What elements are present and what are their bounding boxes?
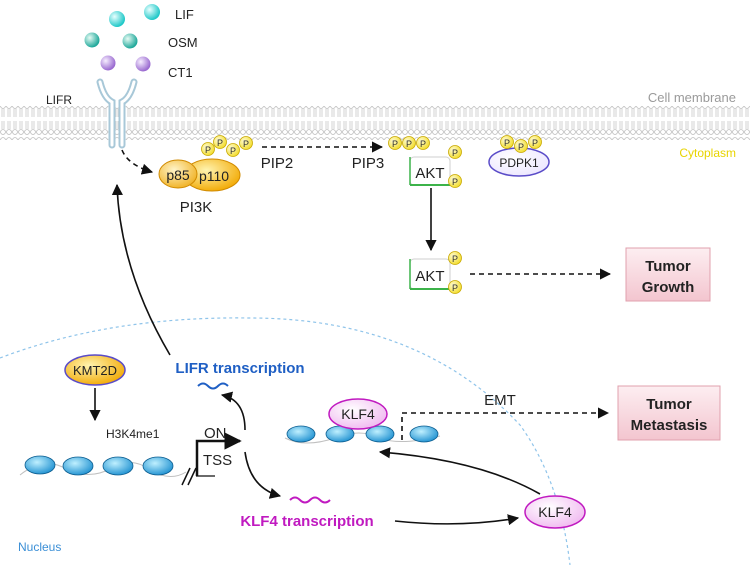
svg-text:P: P [406, 139, 412, 149]
to-lifr-transcript-arrow [220, 391, 246, 431]
lifr-transcription-label: LIFR transcription [175, 360, 304, 377]
nucleus-label: Nucleus [18, 540, 61, 554]
svg-text:P: P [230, 146, 236, 156]
lifr-to-pi3k-arrow [121, 149, 154, 175]
ligand-lif [109, 4, 160, 27]
svg-text:P: P [392, 139, 398, 149]
klf4-bound-node [328, 398, 388, 430]
tss-marker [195, 432, 242, 476]
to-klf4-transcript-arrow [244, 451, 282, 499]
klf4-bound-label: KLF4 [341, 406, 375, 422]
ligand-osm [84, 32, 138, 49]
p110-label: p110 [199, 168, 229, 184]
cell-membrane-label: Cell membrane [648, 90, 736, 105]
pi3k-complex [158, 158, 241, 192]
kmt2d-node [64, 354, 126, 386]
ligand-osm-label: OSM [168, 35, 198, 50]
emt-label: EMT [484, 392, 516, 409]
ligand-lif-label: LIF [175, 7, 194, 22]
akt-phosphorylated: P P [409, 251, 462, 294]
svg-text:P: P [217, 138, 223, 148]
klf4-transcription-label: KLF4 transcription [240, 513, 373, 530]
ligand-ct1 [100, 55, 151, 72]
klf4-import-arrow [378, 447, 541, 495]
p85-label: p85 [166, 167, 190, 183]
svg-text:P: P [452, 254, 458, 264]
klf4-protein-label: KLF4 [538, 504, 572, 520]
svg-text:P: P [420, 139, 426, 149]
tumor-metastasis-line1: Tumor [646, 396, 692, 413]
chromatin-left [19, 455, 215, 486]
svg-text:P: P [452, 283, 458, 293]
lifr-receptor-label: LIFR [46, 93, 72, 107]
svg-text:P: P [518, 142, 524, 152]
svg-text:P: P [504, 138, 510, 148]
svg-text:P: P [205, 145, 211, 155]
kmt2d-label: KMT2D [73, 363, 117, 378]
akt-active: P P [409, 145, 462, 188]
lifr-expression-arrow [111, 183, 171, 356]
ligand-ct1-label: CT1 [168, 65, 193, 80]
klf4-protein-node [524, 495, 586, 529]
pip3-label: PIP3 [352, 155, 385, 172]
tumor-growth-line2: Growth [642, 279, 695, 296]
svg-text:P: P [452, 148, 458, 158]
klf4-translation-arrow [394, 514, 520, 526]
svg-text:P: P [452, 177, 458, 187]
tumor-metastasis-line2: Metastasis [631, 417, 708, 434]
tumor-metastasis-box [617, 385, 721, 441]
tss-label: TSS [203, 452, 232, 469]
pip2-label: PIP2 [261, 155, 294, 172]
cytoplasm-label: Cytoplasm [679, 146, 736, 160]
akt-phospho-label: AKT [415, 268, 444, 285]
on-label: ON [204, 425, 227, 442]
lifr-receptor [96, 78, 138, 149]
tumor-growth-line1: Tumor [645, 258, 691, 275]
akt-label: AKT [415, 165, 444, 182]
emt-arrow [401, 407, 610, 440]
svg-text:P: P [532, 138, 538, 148]
nuclear-envelope [0, 317, 571, 565]
pdpk1-label: PDPK1 [499, 156, 539, 170]
chromatin-right [284, 425, 441, 444]
svg-text:P: P [243, 139, 249, 149]
pip3-phospho-group: P P P [388, 136, 430, 150]
pip2-phospho-group: P P P P [201, 135, 253, 157]
tumor-growth-box [625, 247, 711, 302]
klf4-mrna-icon [289, 496, 331, 504]
pdpk1: P P P [488, 135, 550, 177]
lifr-mrna-icon [197, 382, 229, 390]
pi3k-label: PI3K [180, 199, 213, 216]
h3k4me1-label: H3K4me1 [106, 427, 160, 441]
